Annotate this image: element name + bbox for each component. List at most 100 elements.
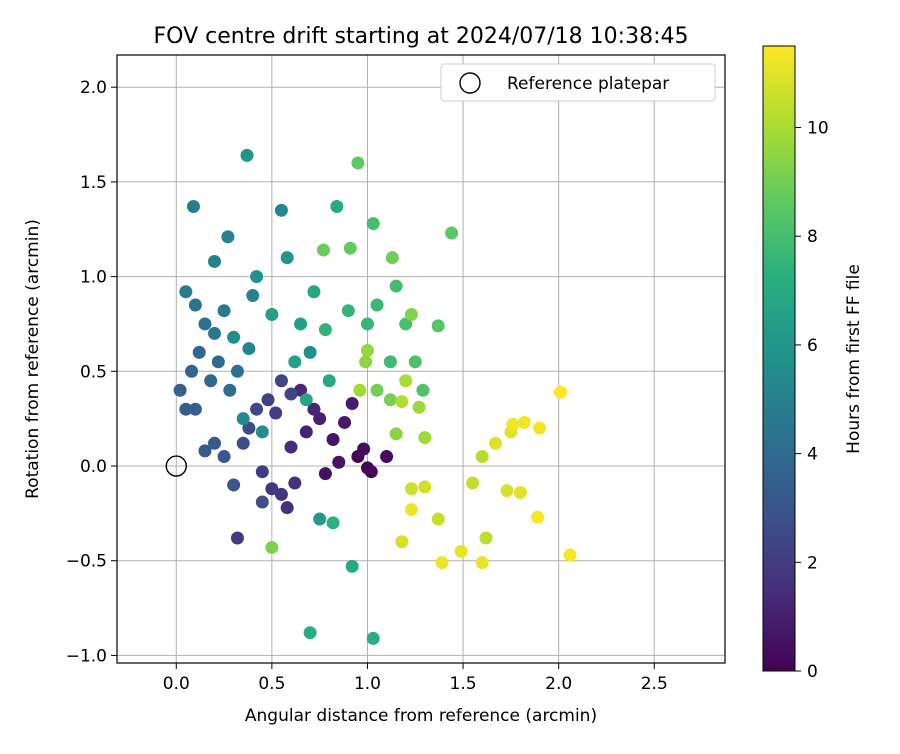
data-point: [173, 383, 187, 397]
data-point: [357, 442, 371, 456]
data-point: [185, 364, 199, 378]
data-point: [431, 512, 445, 526]
data-point: [466, 476, 480, 490]
data-point: [404, 482, 418, 496]
x-axis-ticks: 0.0 0.5 1.0 1.5 2.0 2.5: [163, 663, 668, 694]
data-point: [208, 254, 222, 268]
data-point: [236, 436, 250, 450]
data-point: [554, 385, 568, 399]
data-point: [475, 450, 489, 464]
colorbar-tick-label: 0: [807, 662, 818, 682]
y-tick-label: 0.0: [80, 457, 107, 477]
data-point: [479, 531, 493, 545]
data-point: [404, 307, 418, 321]
data-point: [284, 387, 298, 401]
data-point: [412, 400, 426, 414]
data-point: [204, 374, 218, 388]
data-point: [316, 243, 330, 257]
data-point: [489, 436, 503, 450]
data-point: [395, 395, 409, 409]
data-point: [198, 317, 212, 331]
data-point: [274, 203, 288, 217]
data-point: [506, 417, 520, 431]
data-point: [533, 421, 547, 435]
y-tick-label: −0.5: [66, 552, 107, 572]
y-tick-label: 1.0: [80, 268, 107, 288]
data-point: [303, 345, 317, 359]
data-point: [454, 544, 468, 558]
data-point: [531, 510, 545, 524]
legend-label: Reference platepar: [507, 74, 669, 94]
legend-marker-icon: [459, 72, 481, 94]
data-point: [563, 548, 577, 562]
y-axis-label: Rotation from reference (arcmin): [23, 219, 43, 499]
data-point: [221, 230, 235, 244]
data-point: [227, 478, 241, 492]
colorbar-tick-label: 2: [807, 553, 818, 573]
data-point: [385, 251, 399, 265]
data-point: [240, 148, 254, 162]
data-point: [192, 345, 206, 359]
data-point: [370, 383, 384, 397]
data-point: [208, 326, 222, 340]
data-point: [435, 556, 449, 570]
data-point: [345, 397, 359, 411]
data-point: [353, 383, 367, 397]
data-point: [288, 476, 302, 490]
data-point: [359, 355, 373, 369]
data-point: [265, 307, 279, 321]
data-point: [274, 374, 288, 388]
data-point: [445, 226, 459, 240]
data-point: [250, 270, 264, 284]
legend: Reference platepar: [440, 63, 716, 102]
legend-box: [440, 63, 716, 102]
data-point: [230, 364, 244, 378]
data-point: [179, 285, 193, 299]
data-point: [179, 402, 193, 416]
data-point: [307, 402, 321, 416]
data-point: [318, 467, 332, 481]
data-point: [280, 501, 294, 515]
data-point: [255, 495, 269, 509]
data-point: [188, 298, 202, 312]
colorbar-ticks: 0 2 4 6 8 10: [795, 119, 829, 682]
data-point: [431, 319, 445, 333]
data-point: [338, 415, 352, 429]
data-point: [395, 535, 409, 549]
data-point: [500, 484, 514, 498]
data-point: [211, 355, 225, 369]
data-point: [408, 355, 422, 369]
data-point: [288, 355, 302, 369]
data-point: [332, 455, 346, 469]
data-point: [366, 217, 380, 231]
y-tick-label: 2.0: [80, 78, 107, 98]
colorbar: [762, 45, 796, 672]
data-point: [389, 279, 403, 293]
data-point: [198, 444, 212, 458]
data-point: [475, 556, 489, 570]
data-point: [294, 317, 308, 331]
data-point: [380, 450, 394, 464]
y-tick-label: −1.0: [66, 646, 107, 666]
y-tick-label: 0.5: [80, 362, 107, 382]
data-point: [418, 480, 432, 494]
y-tick-label: 1.5: [80, 173, 107, 193]
data-point: [360, 343, 374, 357]
data-point: [418, 431, 432, 445]
colorbar-label: Hours from first FF file: [844, 264, 864, 454]
data-point: [513, 486, 527, 500]
data-point: [227, 330, 241, 344]
data-point: [223, 383, 237, 397]
data-point: [255, 465, 269, 479]
y-axis-ticks: −1.0 −0.5 0.0 0.5 1.0 1.5 2.0: [66, 78, 117, 666]
data-point: [322, 374, 336, 388]
data-point: [255, 425, 269, 439]
data-point: [217, 304, 231, 318]
data-point: [250, 402, 264, 416]
data-point: [330, 200, 344, 214]
x-tick-label: 2.0: [545, 674, 572, 694]
reference-platepar-marker: [165, 455, 187, 477]
data-points: [173, 148, 577, 645]
data-point: [299, 425, 313, 439]
